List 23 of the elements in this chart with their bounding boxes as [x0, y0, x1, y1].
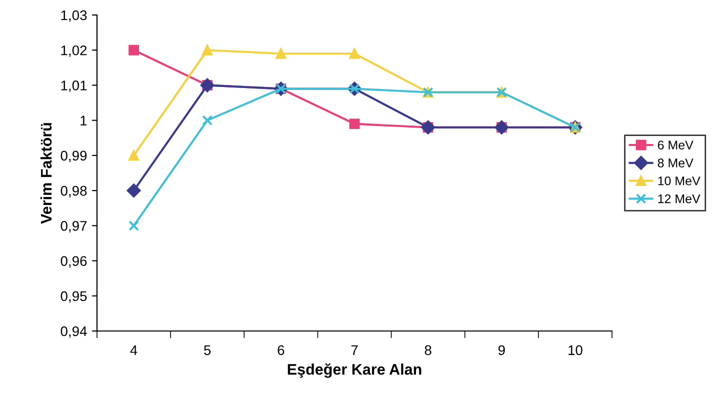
x-axis-title: Eşdeğer Kare Alan: [288, 363, 422, 378]
legend-label: 12 MeV: [658, 194, 700, 204]
y-axis-title: Verim Faktörü: [40, 123, 52, 224]
x-tick-label: 4: [130, 345, 138, 355]
legend-label: 6 MeV: [658, 140, 694, 150]
y-tick-label: 0,98: [60, 186, 87, 198]
y-tick-label: 1,02: [61, 45, 87, 57]
legend-label: 8 MeV: [658, 158, 694, 168]
x-tick-label: 8: [424, 345, 432, 356]
legend-label: 10 MeV: [658, 176, 700, 186]
y-tick-label: 0,95: [60, 291, 87, 303]
y-tick-label: 0,99: [60, 150, 87, 162]
x-tick-label: 6: [278, 345, 284, 356]
x-tick-label: 7: [351, 345, 358, 355]
y-tick-label: 1,01: [61, 80, 87, 92]
y-tick-label: 1,03: [61, 10, 87, 22]
y-tick-label: 0,94: [60, 326, 87, 338]
x-tick-label: 5: [204, 345, 211, 356]
y-tick-label: 0,96: [60, 256, 87, 268]
x-tick-label: 9: [498, 345, 505, 356]
y-tick-label: 1: [80, 116, 87, 126]
x-tick-label: 10: [568, 345, 582, 356]
y-tick-label: 0,97: [60, 221, 87, 232]
